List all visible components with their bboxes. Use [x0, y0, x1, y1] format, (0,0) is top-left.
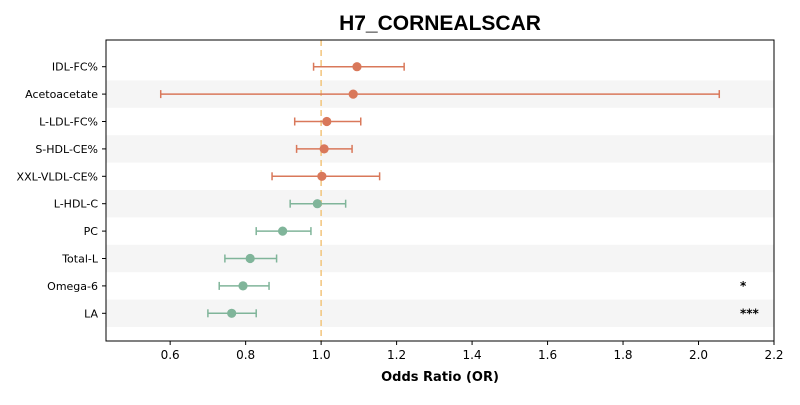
estimate-omega-6	[218, 281, 270, 291]
or-point	[278, 226, 288, 236]
estimate-acetoacetate	[159, 89, 721, 99]
plot-frame	[105, 39, 775, 342]
y-tick-label: L-HDL-C	[54, 198, 99, 211]
x-tick-label: 2.2	[764, 348, 783, 362]
estimate-s-hdl-ce-	[295, 144, 353, 154]
y-axis-ticks: IDL-FC% Acetoacetate L-LDL-FC% S-HDL-CE% XXL…	[17, 61, 106, 320]
y-tick-label: XXL-VLDL-CE%	[17, 170, 98, 183]
y-tick-label: IDL-FC%	[52, 61, 98, 74]
y-tick-label: Acetoacetate	[25, 88, 98, 101]
estimate-total-l	[224, 253, 278, 264]
y-tick-label: PC	[84, 225, 99, 238]
y-tick-label: L-LDL-FC%	[39, 116, 98, 129]
estimate-l-hdl-c	[289, 199, 347, 209]
y-tick-label: Omega-6	[47, 280, 98, 293]
or-point	[322, 116, 332, 127]
or-point	[238, 281, 248, 291]
x-tick-label: 2.0	[689, 348, 708, 362]
estimate-idl-fc-	[312, 62, 405, 72]
estimate-l-ldl-fc-	[293, 116, 362, 127]
or-point	[319, 144, 329, 154]
row-band	[106, 244, 774, 273]
row-bands	[106, 80, 774, 327]
x-axis-ticks: 0.6 0.8 1.0 1.2 1.4 1.6 1.8 2.0 2.2	[161, 341, 784, 362]
x-axis-label: Odds Ratio (OR)	[381, 370, 499, 385]
row-band	[106, 190, 774, 218]
or-point	[245, 253, 255, 264]
estimate-la	[207, 308, 257, 318]
x-tick-label: 1.6	[538, 348, 557, 362]
y-tick-label: S-HDL-CE%	[35, 143, 98, 156]
estimate-xxl-vldl-ce-	[271, 171, 381, 181]
or-point	[317, 171, 327, 181]
x-tick-label: 1.8	[613, 348, 632, 362]
or-point	[352, 62, 362, 72]
chart-marks: ****	[159, 62, 760, 320]
x-tick-label: 0.6	[161, 348, 180, 362]
x-tick-label: 1.0	[312, 348, 331, 362]
x-tick-label: 1.4	[463, 348, 482, 362]
y-tick-label: LA	[84, 307, 98, 320]
x-tick-label: 1.2	[387, 348, 406, 362]
estimate-pc	[255, 226, 312, 236]
chart-title: H7_CORNEALSCAR	[339, 12, 541, 35]
y-tick-label: Total-L	[61, 253, 99, 266]
significance-marker: *	[740, 279, 747, 293]
or-point	[227, 308, 237, 318]
row-band	[106, 135, 774, 163]
x-tick-label: 0.8	[236, 348, 255, 362]
or-point	[312, 199, 322, 209]
row-band	[106, 299, 774, 327]
significance-marker: ***	[740, 306, 760, 320]
or-point	[348, 89, 358, 99]
